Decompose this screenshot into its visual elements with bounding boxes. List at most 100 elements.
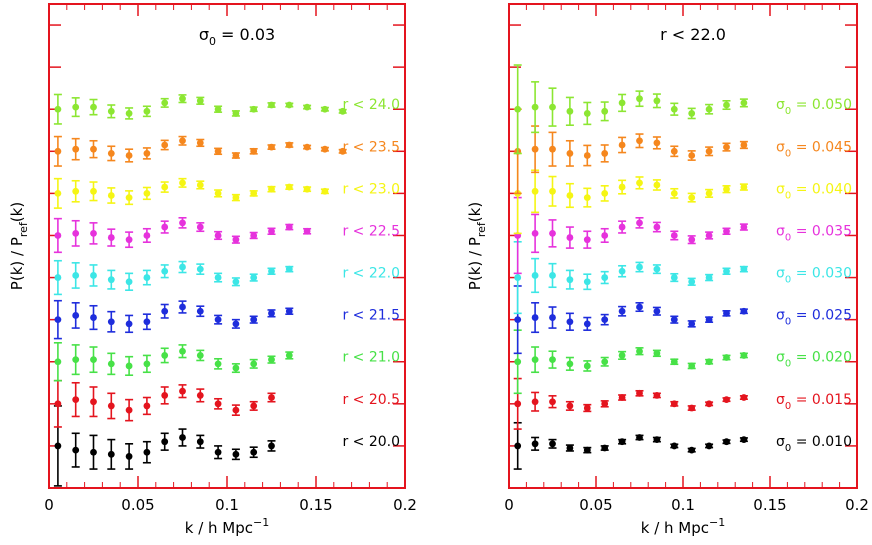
data-point: [688, 152, 696, 159]
data-point: [636, 95, 643, 103]
data-point: [214, 147, 222, 155]
series-label: r < 20.5: [342, 392, 400, 408]
data-point: [601, 232, 609, 239]
data-point: [90, 272, 97, 279]
data-point: [143, 189, 151, 197]
series-label: σ0 = 0.050: [776, 97, 852, 117]
series-label-main: r < 21.0: [342, 350, 400, 366]
data-point: [196, 139, 204, 147]
data-point: [670, 274, 678, 281]
data-point: [723, 354, 730, 361]
data-point: [125, 152, 133, 159]
data-point: [514, 442, 522, 450]
data-point: [214, 232, 222, 239]
series-label-subscript: 0: [785, 106, 791, 117]
data-point: [636, 389, 643, 397]
data-series: r < 21.5: [53, 299, 400, 340]
data-point: [583, 278, 591, 286]
series-label-main: σ: [776, 350, 785, 366]
data-point: [618, 394, 626, 401]
data-point: [161, 267, 169, 275]
data-point: [54, 232, 62, 239]
data-point: [705, 274, 713, 281]
data-point: [285, 141, 293, 149]
data-point: [653, 139, 661, 147]
series-label-main: σ: [776, 308, 785, 324]
data-point: [321, 187, 329, 195]
series-label-main: σ: [776, 223, 785, 239]
data-point: [636, 263, 643, 271]
data-point: [161, 183, 169, 191]
data-point: [179, 95, 186, 103]
x-tick-label: 0.05: [579, 496, 612, 514]
data-point: [214, 189, 222, 197]
data-point: [179, 347, 186, 355]
data-series: σ 0 = 0.050: [513, 64, 852, 155]
data-point: [214, 400, 222, 408]
data-point: [125, 278, 133, 286]
y-axis-label: P(k) / Pref(k): [466, 202, 488, 290]
panel-title-rest: = 0.03: [216, 25, 275, 44]
series-label: σ0 = 0.045: [776, 139, 852, 159]
data-point: [285, 183, 293, 191]
data-point: [740, 223, 748, 231]
series-label: r < 24.0: [342, 97, 400, 113]
data-point: [72, 446, 80, 454]
series-label-main: r < 21.5: [342, 308, 400, 324]
data-point: [214, 316, 222, 324]
data-point: [214, 274, 222, 281]
series-label-main: r < 22.5: [342, 223, 400, 239]
data-series: r < 20.0: [53, 405, 400, 487]
series-label-rest: = 0.020: [791, 350, 852, 366]
data-point: [107, 360, 115, 368]
data-point: [740, 436, 748, 443]
data-point: [601, 189, 609, 197]
series-label-main: σ: [776, 139, 785, 155]
data-point: [705, 105, 713, 113]
series-label: r < 22.0: [342, 266, 400, 282]
data-point: [636, 179, 643, 187]
data-point: [636, 219, 643, 227]
left-panel: 0 0.05 0.1 0.15 0.2σ0 = 0.03k / h Mpc−1P(k) …: [8, 3, 417, 537]
series-label-rest: = 0.040: [791, 181, 852, 197]
data-point: [143, 402, 151, 410]
data-point: [321, 105, 329, 113]
series-label-main: σ: [776, 181, 785, 197]
data-point: [179, 303, 186, 311]
data-point: [143, 232, 151, 239]
data-point: [601, 316, 609, 324]
data-point: [618, 223, 626, 231]
series-label-rest: = 0.050: [791, 97, 852, 113]
data-point: [566, 234, 574, 241]
data-point: [54, 442, 62, 450]
data-point: [566, 192, 574, 199]
y-axis-label-main: P(k) / P: [466, 237, 484, 290]
data-point: [250, 147, 258, 155]
x-axis-label: k / h Mpc−1: [641, 516, 725, 537]
data-point: [214, 360, 222, 368]
y-axis-label-tail: (k): [466, 202, 484, 222]
series-label: r < 21.0: [342, 350, 400, 366]
data-point: [54, 316, 62, 324]
data-point: [653, 349, 661, 357]
data-point: [549, 398, 556, 406]
data-point: [670, 358, 678, 366]
data-point: [161, 223, 169, 231]
data-point: [514, 358, 522, 366]
data-point: [196, 352, 204, 359]
data-point: [90, 103, 97, 111]
series-label-rest: = 0.030: [791, 266, 852, 282]
data-point: [601, 358, 609, 366]
x-tick-label: 0.2: [845, 496, 869, 514]
x-axis-label-superscript: −1: [253, 516, 269, 529]
data-series: r < 22.5: [53, 217, 400, 254]
x-axis-label: k / h Mpc−1: [185, 516, 269, 537]
data-series: σ0 = 0.015: [513, 377, 852, 430]
data-series: σ0 = 0.040: [513, 152, 852, 235]
x-tick-label: 0.05: [121, 496, 154, 514]
data-point: [303, 103, 311, 111]
right-panel: 0 0.05 0.1 0.15 0.2 r < 22.0 k / h Mpc−1 P(k) /…: [466, 3, 869, 537]
data-point: [143, 274, 151, 281]
